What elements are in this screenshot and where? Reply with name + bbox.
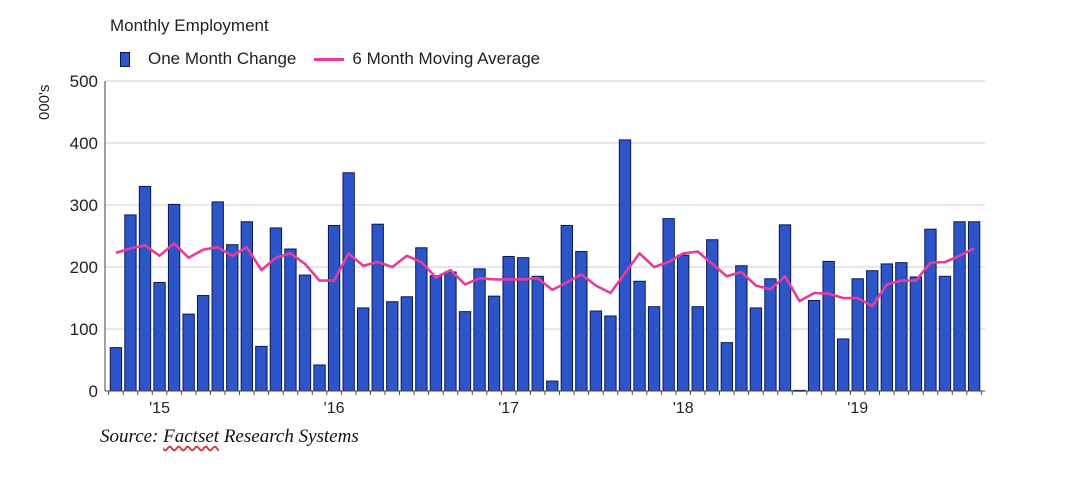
bar (138, 185, 152, 392)
bar (313, 364, 326, 392)
legend-label-bars: One Month Change (148, 49, 297, 68)
bar (284, 248, 297, 392)
bar (517, 257, 530, 392)
bar (226, 244, 239, 392)
bar (735, 265, 748, 392)
source-underlined-word: Factset (163, 426, 220, 447)
source-note: Source: Factset Research Systems (100, 426, 359, 448)
bar (953, 221, 966, 392)
bar (837, 338, 850, 392)
bar (924, 228, 937, 392)
bar (298, 274, 312, 392)
bar (764, 278, 777, 392)
y-tick-label: 200 (70, 258, 98, 277)
y-tick-label: 300 (70, 196, 98, 215)
bar (677, 254, 690, 392)
bar (575, 251, 588, 392)
bar (124, 214, 137, 392)
bar (357, 307, 370, 392)
legend: One Month Change 6 Month Moving Average (120, 47, 540, 71)
bar (458, 311, 472, 392)
bar (633, 280, 646, 392)
bar (938, 275, 952, 392)
y-tick-label: 500 (70, 72, 98, 91)
bar (909, 276, 923, 392)
legend-line-swatch (314, 57, 345, 61)
bar (371, 223, 384, 392)
bar (255, 345, 268, 392)
bar (560, 224, 573, 392)
legend-bar-swatch (120, 51, 130, 67)
x-tick-label: '17 (498, 400, 519, 417)
chart-title: Monthly Employment (110, 16, 269, 35)
bar (182, 313, 195, 392)
moving-average-line (115, 242, 975, 308)
bar (109, 347, 123, 392)
bar (197, 295, 210, 392)
bar (691, 306, 704, 392)
bar (807, 299, 821, 392)
bar (866, 270, 879, 392)
y-tick-label: 100 (70, 320, 98, 339)
source-prefix: Source: (100, 426, 164, 447)
x-tick-label: '18 (673, 400, 694, 417)
bar (531, 275, 544, 392)
bar (822, 260, 835, 392)
bar (473, 268, 486, 392)
bar (487, 295, 501, 392)
x-tick-label: '15 (149, 400, 170, 417)
bar (269, 227, 283, 392)
bar (342, 172, 355, 392)
x-tick-label: '16 (324, 400, 345, 417)
bar (546, 380, 559, 392)
bar (967, 221, 981, 392)
legend-label-line: 6 Month Moving Average (352, 49, 541, 68)
bar (662, 218, 675, 392)
bar (444, 271, 457, 392)
bar (327, 224, 341, 392)
y-tick-label: 400 (70, 134, 98, 153)
bar (647, 306, 661, 392)
bar (211, 201, 224, 392)
bar (415, 247, 428, 392)
bar (153, 282, 166, 392)
bar (618, 139, 632, 392)
bar (167, 203, 181, 392)
bar (386, 301, 399, 392)
bar (429, 275, 443, 392)
bar (749, 307, 763, 392)
source-suffix: Research Systems (219, 426, 359, 447)
bar (589, 310, 603, 392)
bar (400, 296, 413, 392)
bar (778, 224, 792, 392)
bar (851, 278, 864, 392)
bar (604, 315, 617, 392)
x-tick-label: '19 (847, 400, 868, 417)
bar (720, 342, 733, 392)
bar (502, 255, 515, 392)
y-tick-label: 0 (89, 382, 98, 401)
